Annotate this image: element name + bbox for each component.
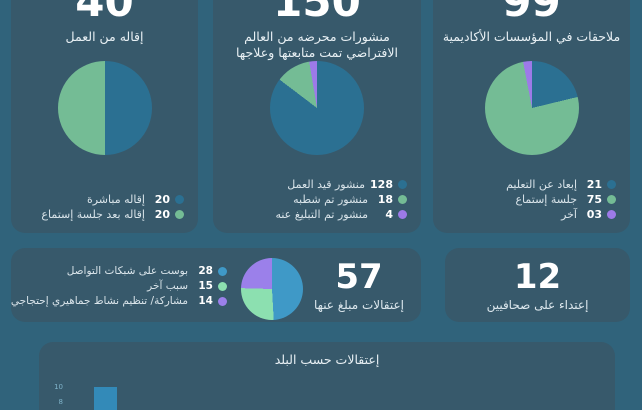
- legend-value: 21: [586, 178, 602, 191]
- stat-number: 99: [502, 0, 561, 26]
- legend-value: 28: [198, 265, 213, 277]
- legend-dot-icon: [218, 282, 227, 291]
- legend-item: 18 منشور تم شطبه: [275, 193, 407, 206]
- legend-value: 15: [198, 280, 213, 292]
- legend: 20 إقاله مباشرة 20 إقاله بعد جلسة إستماع: [41, 191, 184, 221]
- legend-value: 20: [154, 193, 170, 206]
- card-title: إعتداء على صحافيين: [486, 298, 589, 312]
- legend-item: 20 إقاله مباشرة: [41, 193, 184, 206]
- legend-label: إبعاد عن التعليم: [506, 178, 577, 191]
- legend-label: آخر: [561, 208, 577, 221]
- pie-chart: [270, 61, 364, 155]
- legend-item: 75 جلسة إستماع: [506, 193, 616, 206]
- country-chart: 10 8: [39, 342, 615, 410]
- legend-label: مشاركة/ تنظيم نشاط جماهيري إحتجاجي: [10, 295, 188, 307]
- card-flagged-posts: 150 منشورات محرضه من العالم الافتراضي تم…: [213, 0, 421, 233]
- y-tick-label: 8: [58, 398, 63, 406]
- legend: 21 إبعاد عن التعليم 75 جلسة إستماع 03 آخ…: [506, 176, 616, 221]
- legend-dot-icon: [398, 180, 407, 189]
- pie-chart: [57, 61, 152, 155]
- card-arrests-by-country: إعتقالات حسب البلد 10 8: [39, 342, 615, 410]
- card-title: ملاحقات في المؤسسات الأكاديمية: [442, 29, 621, 44]
- legend-label: منشور تم شطبه: [293, 193, 368, 206]
- legend-label: سبب آخر: [147, 280, 188, 292]
- legend-label: جلسة إستماع: [515, 193, 577, 206]
- legend-dot-icon: [607, 180, 616, 189]
- legend-item: 15 سبب آخر: [11, 280, 227, 293]
- stat-number: 12: [513, 257, 562, 297]
- stat-number: 150: [273, 0, 361, 26]
- legend-value: 4: [385, 208, 393, 221]
- card-dismissals: 40 إقاله من العمل 20 إقاله مباشرة 20 إقا…: [11, 0, 198, 233]
- legend-dot-icon: [218, 297, 227, 306]
- pie-chart: [241, 258, 303, 320]
- bar: [94, 387, 117, 410]
- stat-number: 57: [335, 257, 383, 297]
- stat-block: 57 إعتقالات مبلغ عنها: [299, 260, 419, 312]
- legend-item: 03 آخر: [506, 208, 616, 221]
- legend: 28 بوست على شبكات التواصل 15 سبب آخر 14 …: [11, 263, 227, 308]
- pie-chart: [484, 61, 579, 155]
- legend-dot-icon: [607, 210, 616, 219]
- card-title: إقاله من العمل: [65, 29, 144, 44]
- card-title: منشورات محرضه من العالم الافتراضي تمت مت…: [235, 29, 399, 60]
- legend-item: 21 إبعاد عن التعليم: [506, 178, 616, 191]
- legend-item: 128 منشور قيد العمل: [275, 178, 407, 191]
- legend-value: 14: [198, 295, 213, 307]
- legend-value: 128: [370, 178, 393, 191]
- stat-number: 40: [75, 0, 134, 26]
- legend-dot-icon: [175, 195, 184, 204]
- legend-item: 20 إقاله بعد جلسة إستماع: [41, 208, 184, 221]
- legend-value: 20: [154, 208, 170, 221]
- legend: 128 منشور قيد العمل 18 منشور تم شطبه 4 م…: [275, 176, 407, 221]
- card-journalist-attacks: 12 إعتداء على صحافيين: [445, 248, 630, 322]
- legend-dot-icon: [607, 195, 616, 204]
- stat-block: 12 إعتداء على صحافيين: [445, 260, 630, 312]
- legend-dot-icon: [398, 195, 407, 204]
- card-title: إعتقالات مبلغ عنها: [314, 298, 404, 312]
- legend-label: بوست على شبكات التواصل: [66, 265, 188, 277]
- card-academic-prosecutions: 99 ملاحقات في المؤسسات الأكاديمية 21 إبع…: [433, 0, 630, 233]
- legend-dot-icon: [218, 267, 227, 276]
- card-title: إعتقالات حسب البلد: [274, 352, 380, 367]
- legend-dot-icon: [398, 210, 407, 219]
- y-tick-label: 10: [54, 383, 63, 391]
- legend-item: 28 بوست على شبكات التواصل: [11, 265, 227, 278]
- legend-value: 75: [586, 193, 602, 206]
- legend-dot-icon: [175, 210, 184, 219]
- legend-label: منشور تم التبليغ عنه: [275, 208, 368, 221]
- legend-label: إقاله بعد جلسة إستماع: [41, 208, 145, 221]
- card-reported-arrests: 57 إعتقالات مبلغ عنها 28 بوست على شبكات …: [11, 248, 421, 322]
- legend-item: 14 مشاركة/ تنظيم نشاط جماهيري إحتجاجي: [11, 295, 227, 308]
- legend-item: 4 منشور تم التبليغ عنه: [275, 208, 407, 221]
- legend-label: منشور قيد العمل: [287, 178, 366, 191]
- legend-value: 03: [586, 208, 602, 221]
- legend-label: إقاله مباشرة: [86, 193, 145, 206]
- legend-value: 18: [377, 193, 393, 206]
